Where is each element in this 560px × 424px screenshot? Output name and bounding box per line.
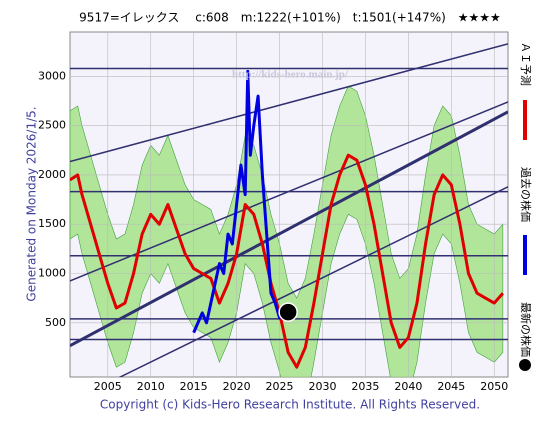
- x-tick-label: 2015: [180, 380, 208, 393]
- x-tick-label: 2035: [351, 380, 379, 393]
- plot: [70, 32, 508, 377]
- y-tick-label: 2000: [38, 168, 66, 181]
- x-tick-label: 2025: [266, 380, 294, 393]
- x-tick-label: 2010: [137, 380, 165, 393]
- y-tick-label: 1500: [38, 217, 66, 230]
- latest-point: [278, 302, 298, 322]
- footer: Copyright (c) Kids-Hero Research Institu…: [100, 398, 480, 412]
- trend-line: [118, 186, 508, 377]
- x-tick-label: 2040: [394, 380, 422, 393]
- series-line: [192, 69, 290, 334]
- x-tick-label: 2030: [308, 380, 336, 393]
- side-note: Generated on Monday 2026/1/5.: [25, 106, 39, 301]
- trend-line: [70, 101, 508, 282]
- x-tick-label: 2020: [223, 380, 251, 393]
- series-line: [70, 153, 504, 369]
- legend-label: 過去の株価: [519, 167, 533, 222]
- legend-label: 最新の株価: [519, 302, 533, 357]
- y-tick-label: 2500: [38, 119, 66, 132]
- y-tick-label: 500: [45, 316, 66, 329]
- trend-line: [70, 43, 508, 163]
- x-tick-label: 2005: [94, 380, 122, 393]
- x-tick-label: 2050: [480, 380, 508, 393]
- trend-line: [70, 110, 508, 347]
- legend-label: ＡＩ予測: [519, 42, 533, 86]
- y-tick-label: 3000: [38, 69, 66, 82]
- chart-title: 9517=イレックス c:608 m:1222(+101%) t:1501(+1…: [79, 11, 501, 25]
- legend-swatch: [519, 359, 531, 371]
- prediction-band: [70, 85, 504, 377]
- watermark: http://kids-hero.main.jp/: [232, 69, 349, 81]
- x-tick-label: 2045: [437, 380, 465, 393]
- y-tick-label: 1000: [38, 267, 66, 280]
